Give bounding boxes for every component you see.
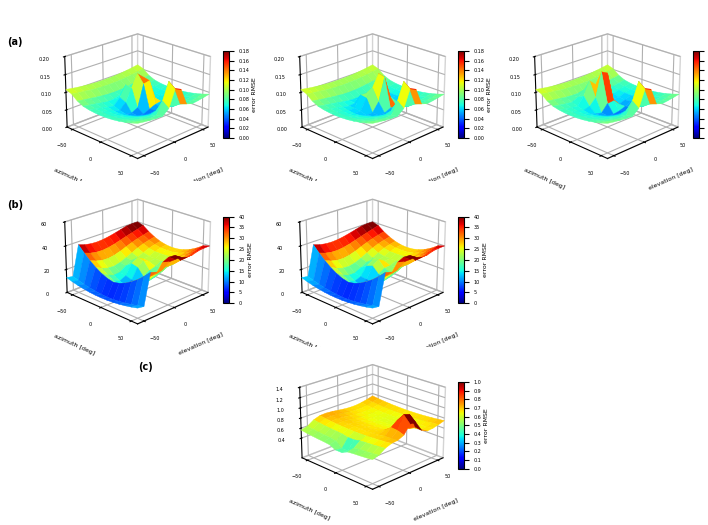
X-axis label: elevation [deg]: elevation [deg] [413,167,459,191]
Y-axis label: azimuth [deg]: azimuth [deg] [287,167,330,190]
Y-axis label: error RMSE: error RMSE [252,77,257,112]
Y-axis label: azimuth [deg]: azimuth [deg] [52,167,95,190]
Text: (a): (a) [7,37,23,47]
Text: (c): (c) [138,362,153,372]
X-axis label: elevation [deg]: elevation [deg] [413,498,459,522]
Y-axis label: azimuth [deg]: azimuth [deg] [287,333,330,355]
X-axis label: elevation [deg]: elevation [deg] [649,167,695,191]
Y-axis label: error RMSE: error RMSE [487,77,492,112]
Y-axis label: error RMSE: error RMSE [484,408,489,443]
Y-axis label: error RMSE: error RMSE [483,243,488,277]
Y-axis label: azimuth [deg]: azimuth [deg] [52,333,95,355]
Text: (b): (b) [7,200,23,209]
X-axis label: elevation [deg]: elevation [deg] [178,332,224,356]
Y-axis label: azimuth [deg]: azimuth [deg] [287,498,330,521]
X-axis label: elevation [deg]: elevation [deg] [178,167,224,191]
Y-axis label: azimuth [deg]: azimuth [deg] [523,167,565,190]
Y-axis label: error RMSE: error RMSE [248,243,253,277]
X-axis label: elevation [deg]: elevation [deg] [413,332,459,356]
